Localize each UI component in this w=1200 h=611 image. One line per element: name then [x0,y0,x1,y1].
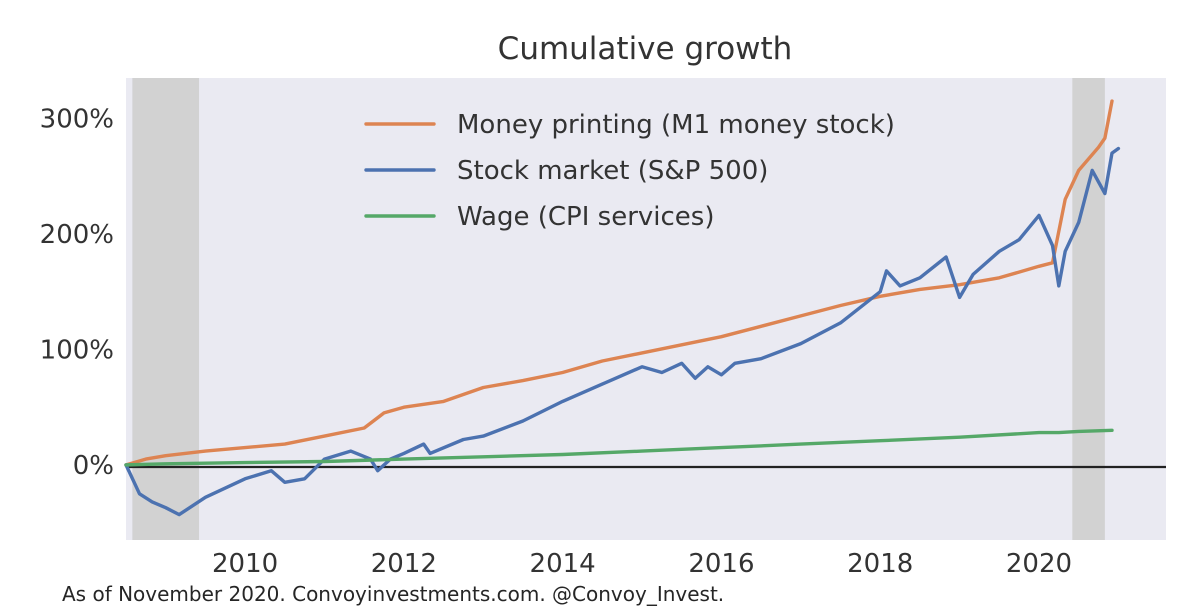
legend: Money printing (M1 money stock) Stock mar… [364,110,895,232]
x-tick-label-2012: 2012 [371,549,437,579]
y-tick-label-200: 200% [40,220,114,250]
legend-label-money-printing: Money printing (M1 money stock) [457,110,895,140]
y-tick-label-300: 300% [40,104,114,134]
recession-band-1 [132,78,200,540]
legend-label-wage: Wage (CPI services) [457,202,714,232]
chart-title: Cumulative growth [498,31,793,67]
plot-background [126,78,1166,540]
y-tick-label-0: 0% [73,451,114,481]
footnote: As of November 2020. Convoyinvestments.c… [62,582,725,606]
series-line-stock-market [124,146,1121,517]
recession-band-2 [1072,78,1105,540]
x-tick-label-2018: 2018 [847,549,913,579]
series-line-money-printing [124,99,1114,467]
y-tick-label-100: 100% [40,335,114,365]
legend-label-stock-market: Stock market (S&P 500) [457,156,768,186]
x-tick-label-2010: 2010 [212,549,278,579]
x-tick-label-2016: 2016 [688,549,754,579]
x-tick-label-2020: 2020 [1006,549,1072,579]
x-tick-label-2014: 2014 [530,549,596,579]
series-line-wage [124,428,1114,467]
